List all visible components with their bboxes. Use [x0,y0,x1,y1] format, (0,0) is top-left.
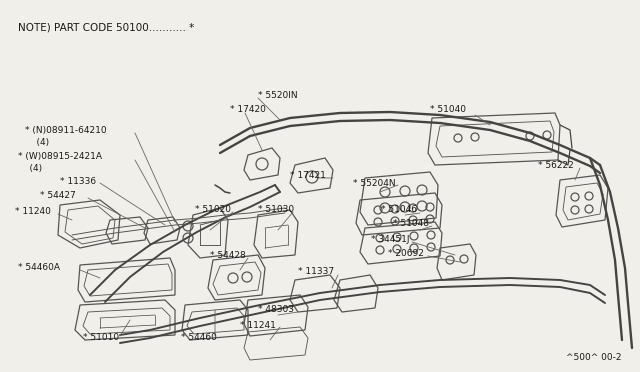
Text: (4): (4) [25,138,49,147]
Text: * 11337: * 11337 [298,267,334,276]
Text: * 51040: * 51040 [430,106,466,115]
Text: * 34451J: * 34451J [371,235,410,244]
Text: * 48303: * 48303 [258,305,294,314]
Text: * 51030: * 51030 [258,205,294,215]
Text: * 11336: * 11336 [60,177,96,186]
Text: * 56222: * 56222 [538,160,573,170]
Text: * 55204N: * 55204N [353,179,396,187]
Text: * 11240: * 11240 [15,208,51,217]
Text: * 11241: * 11241 [240,321,276,330]
Text: * (W)08915-2421A: * (W)08915-2421A [18,153,102,161]
Text: * 51046: * 51046 [381,205,417,215]
Text: * 54427: * 54427 [40,192,76,201]
Text: * 54460A: * 54460A [18,263,60,273]
Text: (4): (4) [18,164,42,173]
Text: * 51048: * 51048 [393,218,429,228]
Text: * 54428: * 54428 [210,250,246,260]
Text: * 17421: * 17421 [290,170,326,180]
Text: * 5520IN: * 5520IN [258,90,298,99]
Text: NOTE) PART CODE 50100........... *: NOTE) PART CODE 50100........... * [18,22,195,32]
Text: ^500^ 00-2: ^500^ 00-2 [566,353,622,362]
Text: * 20692: * 20692 [388,248,424,257]
Text: * 17420: * 17420 [230,106,266,115]
Text: * 51020: * 51020 [195,205,231,215]
Text: * 51010: * 51010 [83,334,119,343]
Text: * (N)08911-64210: * (N)08911-64210 [25,125,107,135]
Text: * 54460: * 54460 [181,334,217,343]
